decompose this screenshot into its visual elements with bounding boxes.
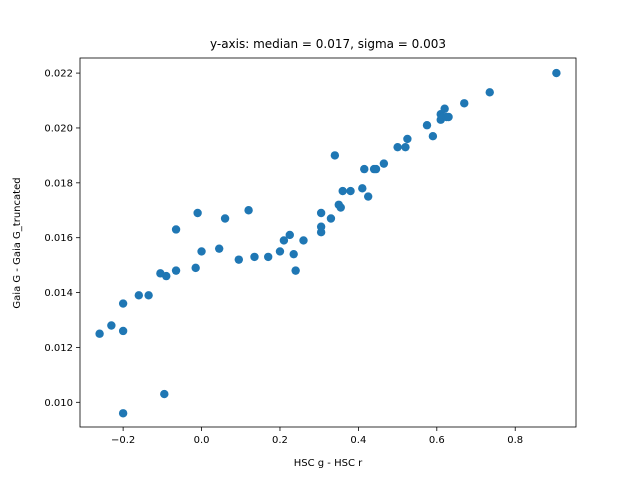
data-point-5 bbox=[134, 291, 144, 300]
x-tick-label: 0.6 bbox=[429, 435, 445, 446]
data-point-24 bbox=[289, 249, 298, 259]
y-tick-label: 0.020 bbox=[44, 123, 73, 134]
data-point-52 bbox=[444, 112, 453, 122]
data-point-15 bbox=[214, 244, 224, 253]
data-point-14 bbox=[197, 247, 206, 256]
data-point-1 bbox=[107, 321, 116, 330]
data-point-41 bbox=[379, 159, 389, 168]
y-tick-label: 0.014 bbox=[44, 288, 73, 299]
data-point-50 bbox=[440, 104, 449, 113]
x-tick-label: 0.4 bbox=[350, 435, 366, 446]
data-point-30 bbox=[326, 214, 336, 223]
data-point-26 bbox=[299, 236, 308, 245]
data-point-3 bbox=[118, 299, 128, 308]
data-point-54 bbox=[485, 88, 494, 97]
data-point-43 bbox=[401, 142, 410, 152]
data-point-31 bbox=[330, 151, 340, 160]
data-point-28 bbox=[316, 222, 326, 231]
y-tick-label: 0.012 bbox=[44, 343, 73, 354]
data-point-16 bbox=[220, 214, 230, 223]
data-point-6 bbox=[144, 291, 153, 300]
data-point-34 bbox=[338, 186, 347, 196]
plot-frame bbox=[79, 57, 577, 428]
data-point-21 bbox=[275, 247, 285, 256]
data-point-8 bbox=[162, 271, 171, 281]
data-point-45 bbox=[422, 121, 432, 130]
data-point-29 bbox=[316, 208, 326, 218]
data-point-17 bbox=[234, 255, 243, 264]
data-point-20 bbox=[264, 252, 273, 262]
y-axis-label: Gaia G - Gaia G_truncated bbox=[12, 177, 23, 308]
data-point-22 bbox=[279, 236, 289, 245]
data-point-12 bbox=[191, 263, 200, 273]
y-axis-ticks: 0.010 0.012 0.014 0.016 0.018 0.020 0.022 bbox=[44, 69, 80, 409]
data-point-33 bbox=[336, 203, 345, 212]
y-tick-label: 0.022 bbox=[44, 69, 73, 80]
x-tick-label: 0.8 bbox=[507, 435, 523, 446]
x-tick-label: 0.0 bbox=[194, 435, 210, 446]
data-point-2 bbox=[118, 326, 128, 336]
y-tick-label: 0.016 bbox=[44, 233, 73, 244]
x-tick-label: −0.2 bbox=[111, 435, 135, 446]
y-tick-label: 0.018 bbox=[44, 178, 73, 189]
x-axis-ticks: −0.2 0.0 0.2 0.4 0.6 0.8 bbox=[111, 427, 523, 446]
data-point-18 bbox=[244, 206, 253, 215]
y-tick-label: 0.010 bbox=[44, 398, 73, 409]
x-axis-label: HSC g - HSC r bbox=[294, 458, 363, 469]
data-point-40 bbox=[371, 164, 381, 174]
points-layer bbox=[95, 68, 561, 418]
data-point-38 bbox=[363, 192, 373, 201]
data-point-37 bbox=[360, 164, 369, 174]
data-point-53 bbox=[460, 99, 469, 108]
chart-title: y-axis: median = 0.017, sigma = 0.003 bbox=[210, 37, 446, 51]
data-point-13 bbox=[193, 208, 202, 218]
data-point-46 bbox=[428, 131, 438, 141]
data-point-23 bbox=[285, 230, 294, 240]
data-point-4 bbox=[118, 409, 128, 418]
data-point-11 bbox=[171, 225, 181, 234]
data-point-36 bbox=[358, 184, 367, 193]
data-point-9 bbox=[160, 389, 169, 399]
data-point-35 bbox=[346, 186, 355, 196]
data-point-44 bbox=[403, 134, 412, 144]
x-tick-label: 0.2 bbox=[272, 435, 288, 446]
data-point-19 bbox=[250, 252, 259, 262]
data-point-55 bbox=[552, 68, 561, 78]
data-point-25 bbox=[291, 266, 300, 275]
data-point-42 bbox=[393, 142, 402, 152]
data-point-10 bbox=[171, 266, 181, 275]
data-point-0 bbox=[95, 329, 104, 338]
